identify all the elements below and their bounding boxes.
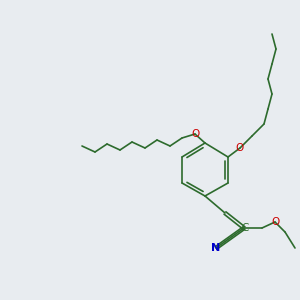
- Text: O: O: [191, 129, 199, 139]
- Text: O: O: [236, 143, 244, 153]
- Text: C: C: [241, 223, 249, 233]
- Text: O: O: [271, 217, 279, 227]
- Text: N: N: [212, 243, 220, 253]
